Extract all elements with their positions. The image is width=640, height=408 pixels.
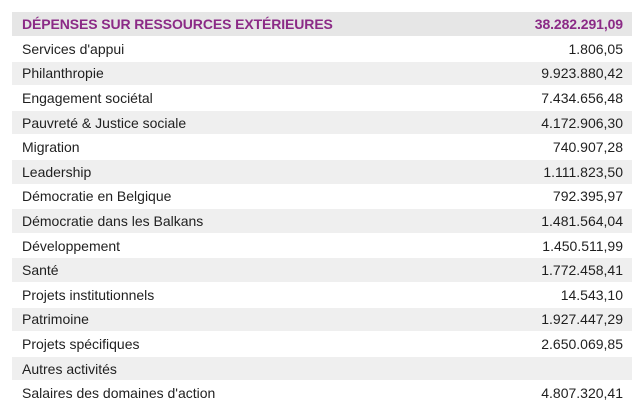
table-row: Leadership 1.111.823,50 [12, 159, 632, 185]
table-header-row: DÉPENSES SUR RESSOURCES EXTÉRIEURES 38.2… [12, 12, 632, 37]
table-row: Philanthropie 9.923.880,42 [12, 61, 632, 87]
row-label: Développement [22, 237, 121, 254]
row-value: 1.772.458,41 [541, 262, 623, 279]
row-value: 4.807.320,41 [541, 385, 623, 402]
row-label: Salaires des domaines d'action [22, 385, 216, 402]
row-value: 1.450.511,99 [542, 237, 623, 254]
table-row: Démocratie dans les Balkans 1.481.564,04 [12, 209, 632, 234]
row-label: Migration [22, 139, 80, 156]
row-value: 7.434.656,48 [541, 89, 623, 106]
row-label: Santé [22, 262, 59, 279]
table-row: Pauvreté & Justice sociale 4.172.906,30 [12, 110, 632, 136]
row-value: 14.543,10 [560, 286, 623, 303]
row-label: Projets institutionnels [22, 286, 155, 303]
table-row: Développement 1.450.511,99 [12, 233, 632, 259]
table-row: Projets institutionnels 14.543,10 [12, 282, 632, 308]
row-label: Autres activités [22, 360, 117, 377]
row-label: Engagement sociétal [22, 89, 153, 106]
table-row: Santé 1.772.458,41 [12, 258, 632, 283]
row-value: 792.395,97 [552, 188, 623, 205]
row-label: Démocratie dans les Balkans [22, 212, 204, 229]
header-total-value: 38.282.291,09 [534, 16, 623, 32]
row-value: 9.923.880,42 [541, 65, 623, 82]
row-label: Philanthropie [22, 65, 104, 82]
row-value: 1.481.564,04 [541, 212, 623, 229]
row-label: Patrimoine [22, 311, 89, 328]
table-row: Autres activités [12, 356, 632, 382]
row-label: Projets spécifiques [22, 335, 140, 352]
row-label: Démocratie en Belgique [22, 188, 172, 205]
row-label: Services d'appui [22, 40, 125, 57]
row-value: 1.806,05 [568, 40, 624, 57]
table-row: Patrimoine 1.927.447,29 [12, 307, 632, 333]
table-row: Salaires des domaines d'action 4.807.320… [12, 381, 632, 406]
table-row: Projets spécifiques 2.650.069,85 [12, 332, 632, 357]
row-value: 4.172.906,30 [541, 114, 623, 131]
row-label: Leadership [22, 163, 92, 180]
row-value: 1.927.447,29 [541, 311, 623, 328]
table-row: Migration 740.907,28 [12, 135, 632, 160]
row-value: 1.111.823,50 [543, 163, 623, 180]
table-row: Services d'appui 1.806,05 [12, 37, 632, 62]
row-value: 740.907,28 [552, 139, 623, 156]
expenses-table: DÉPENSES SUR RESSOURCES EXTÉRIEURES 38.2… [12, 12, 632, 406]
row-label: Pauvreté & Justice sociale [22, 114, 187, 131]
header-label: DÉPENSES SUR RESSOURCES EXTÉRIEURES [22, 16, 333, 32]
table-row: Démocratie en Belgique 792.395,97 [12, 184, 632, 210]
table-row: Engagement sociétal 7.434.656,48 [12, 86, 632, 111]
row-value: 2.650.069,85 [541, 335, 623, 352]
